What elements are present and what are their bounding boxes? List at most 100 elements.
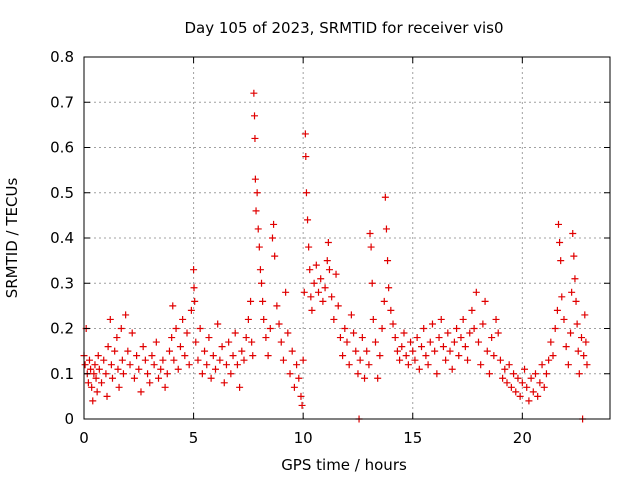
data-point xyxy=(295,374,303,382)
x-tick-label: 5 xyxy=(189,429,199,447)
data-point xyxy=(124,347,132,355)
data-point xyxy=(236,383,244,391)
data-point xyxy=(203,361,211,369)
data-point xyxy=(516,392,524,400)
data-point xyxy=(298,401,306,409)
data-point xyxy=(575,370,583,378)
data-point xyxy=(194,356,202,364)
data-point xyxy=(185,361,193,369)
data-point xyxy=(411,356,419,364)
data-point xyxy=(448,365,456,373)
data-point xyxy=(89,397,97,405)
data-point xyxy=(332,270,340,278)
data-point xyxy=(428,320,436,328)
data-point xyxy=(304,216,312,224)
data-point xyxy=(302,153,310,161)
data-point xyxy=(207,374,215,382)
data-point xyxy=(347,311,355,319)
data-point xyxy=(209,352,217,360)
data-point xyxy=(433,370,441,378)
data-point xyxy=(531,370,539,378)
data-point xyxy=(366,229,374,237)
data-point xyxy=(472,288,480,296)
data-point xyxy=(187,306,195,314)
data-point xyxy=(549,352,557,360)
data-point xyxy=(114,365,122,373)
data-point xyxy=(115,383,123,391)
data-point xyxy=(198,370,206,378)
data-point xyxy=(94,352,102,360)
data-point xyxy=(212,365,219,373)
data-point xyxy=(139,343,147,351)
data-point xyxy=(554,220,562,228)
data-point xyxy=(107,361,115,369)
data-point xyxy=(174,365,182,373)
data-point xyxy=(103,392,111,400)
data-point xyxy=(229,352,237,360)
data-point xyxy=(361,374,369,382)
data-point xyxy=(413,334,421,342)
data-point xyxy=(336,334,344,342)
data-point xyxy=(437,315,445,323)
data-point xyxy=(321,284,329,292)
data-point xyxy=(169,302,177,310)
data-point xyxy=(583,361,591,369)
data-point xyxy=(345,361,353,369)
data-point xyxy=(106,315,114,323)
data-point xyxy=(341,325,349,332)
data-point xyxy=(273,302,281,310)
data-point xyxy=(301,130,309,138)
data-point xyxy=(113,334,121,342)
data-point xyxy=(128,329,136,337)
data-point xyxy=(262,334,270,342)
data-point xyxy=(556,239,564,247)
data-point xyxy=(290,383,298,391)
data-point xyxy=(529,388,537,396)
data-point xyxy=(496,356,504,364)
data-point xyxy=(126,361,134,369)
y-tick-label: 0.1 xyxy=(50,365,74,383)
data-point xyxy=(450,338,458,346)
data-point xyxy=(426,338,434,346)
x-tick-label: 20 xyxy=(513,429,532,447)
y-axis-label: SRMTID / TECUs xyxy=(3,178,21,299)
data-point xyxy=(299,356,307,364)
data-point xyxy=(358,334,366,342)
data-point xyxy=(483,347,491,355)
data-point xyxy=(258,279,266,287)
data-point xyxy=(339,352,347,360)
data-point xyxy=(161,383,169,391)
data-point xyxy=(260,315,268,323)
data-point xyxy=(144,370,152,378)
data-point xyxy=(168,334,176,342)
data-point xyxy=(196,325,204,332)
data-point xyxy=(570,252,578,260)
data-point xyxy=(580,352,588,360)
data-point xyxy=(464,356,472,364)
data-point xyxy=(567,329,575,337)
data-point xyxy=(424,361,432,369)
data-point xyxy=(492,315,500,323)
data-point xyxy=(152,338,160,346)
data-point xyxy=(90,370,98,378)
data-point xyxy=(536,379,544,387)
data-point xyxy=(190,284,198,292)
data-point xyxy=(323,257,331,265)
data-point xyxy=(255,243,263,251)
data-point xyxy=(141,356,149,364)
data-point xyxy=(367,243,375,251)
data-point xyxy=(240,356,248,364)
data-point xyxy=(534,392,542,400)
data-point xyxy=(470,325,478,332)
data-point xyxy=(431,347,439,355)
data-point xyxy=(102,370,110,378)
y-tick-label: 0.8 xyxy=(50,48,74,66)
data-point xyxy=(238,347,246,355)
data-point xyxy=(442,356,450,364)
data-point xyxy=(88,383,96,391)
data-point xyxy=(133,352,141,360)
data-point xyxy=(551,325,559,332)
data-point xyxy=(220,379,228,387)
y-tick-label: 0 xyxy=(64,410,74,428)
